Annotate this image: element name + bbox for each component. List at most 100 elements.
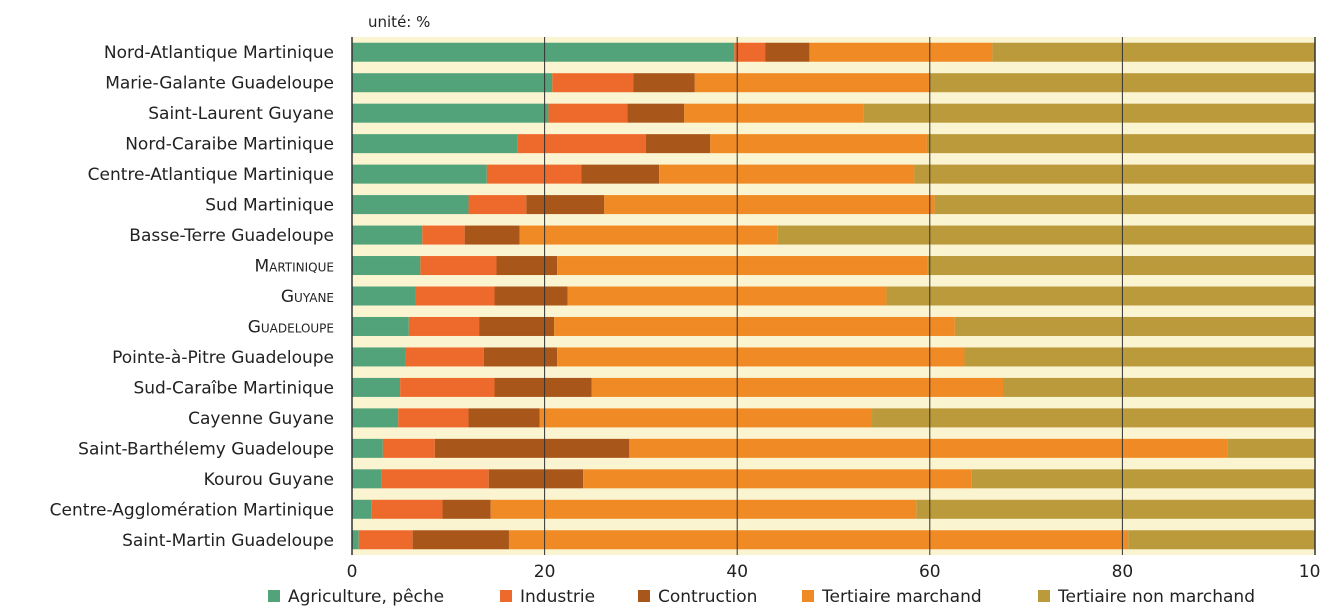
- bar-segment: [971, 469, 1315, 489]
- bar-segment: [352, 225, 423, 245]
- bar-segment: [539, 408, 873, 428]
- x-tick-labels: 0 20 40 60 80 100: [347, 562, 1320, 582]
- bar-segment: [415, 286, 495, 306]
- bar-segment: [405, 347, 484, 367]
- legend-swatch: [802, 590, 814, 602]
- bar-segment: [954, 316, 1315, 336]
- legend-label: Industrie: [520, 587, 595, 607]
- category-label: Guyane: [281, 287, 334, 307]
- bar-segment: [734, 42, 766, 62]
- bar-segment: [486, 164, 582, 184]
- bar-segment: [408, 316, 480, 336]
- legend-swatch: [638, 590, 650, 602]
- bar-segment: [557, 347, 965, 367]
- bar-segment: [508, 530, 1129, 550]
- bar-segment: [581, 164, 660, 184]
- bar-segment: [629, 438, 1228, 458]
- bar-segment: [886, 286, 1315, 306]
- bar-segment: [765, 42, 810, 62]
- category-label: Centre-Agglomération Martinique: [50, 500, 334, 520]
- x-tick-label: 60: [919, 562, 941, 582]
- bar-segment: [548, 103, 628, 123]
- legend-label: Tertiaire marchand: [821, 587, 982, 607]
- bar-segment: [352, 42, 735, 62]
- x-tick-label: 80: [1112, 562, 1134, 582]
- bar-segment: [591, 377, 1003, 397]
- category-label: Guadeloupe: [248, 317, 334, 337]
- bar-segment: [494, 286, 568, 306]
- bar-segment: [992, 42, 1315, 62]
- category-label: Sud-Caraîbe Martinique: [133, 378, 334, 398]
- bar-segment: [633, 73, 695, 93]
- bar-segment: [358, 530, 413, 550]
- legend-swatch: [500, 590, 512, 602]
- bar-segment: [1002, 377, 1315, 397]
- bar-segment: [381, 469, 489, 489]
- bar-segment: [872, 408, 1315, 428]
- bar-segment: [352, 286, 416, 306]
- bar-segment: [496, 256, 558, 276]
- bar-segment: [557, 256, 928, 276]
- bar-segment: [483, 347, 558, 367]
- bar-segment: [934, 195, 1315, 215]
- bar-segment: [554, 316, 955, 336]
- bar-segment: [710, 134, 927, 154]
- bar-segment: [552, 73, 634, 93]
- bar-segment: [352, 316, 409, 336]
- category-label: Nord-Caraibe Martinique: [125, 135, 334, 155]
- bar-segment: [420, 256, 497, 276]
- bar-segment: [809, 42, 993, 62]
- bar-segment: [526, 195, 605, 215]
- bar-segment: [434, 438, 630, 458]
- category-label: Saint-Barthélemy Guadeloupe: [78, 439, 334, 459]
- bar-segment: [352, 438, 383, 458]
- bar-segment: [1227, 438, 1315, 458]
- bar-segment: [352, 530, 359, 550]
- legend-swatch: [1038, 590, 1050, 602]
- bar-segment: [604, 195, 935, 215]
- bar-segment: [352, 347, 406, 367]
- bar-segment: [468, 408, 540, 428]
- bar-segment: [494, 377, 592, 397]
- legend-label: Agriculture, pêche: [288, 587, 444, 607]
- category-label: Kourou Guyane: [204, 470, 334, 490]
- bar-segment: [468, 195, 527, 215]
- bar-segment: [519, 225, 778, 245]
- bar-segment: [352, 408, 399, 428]
- category-label: Centre-Atlantique Martinique: [88, 165, 334, 185]
- bar-segment: [694, 73, 930, 93]
- category-label: Sud Martinique: [205, 196, 334, 216]
- bar-segment: [352, 195, 469, 215]
- bar-segment: [916, 499, 1315, 519]
- bar-segment: [926, 134, 1315, 154]
- category-label: Pointe-à-Pitre Guadeloupe: [112, 348, 334, 368]
- bar-segment: [352, 164, 487, 184]
- category-label: Cayenne Guyane: [188, 409, 334, 429]
- bar-segment: [490, 499, 917, 519]
- bar-segment: [479, 316, 555, 336]
- bar-segment: [645, 134, 711, 154]
- legend-label: Contruction: [658, 587, 757, 607]
- bar-segment: [442, 499, 491, 519]
- bar-segment: [352, 256, 421, 276]
- bar-segment: [567, 286, 887, 306]
- bar-segment: [400, 377, 495, 397]
- bar-segment: [382, 438, 435, 458]
- bar-segment: [352, 499, 372, 519]
- bar-segment: [517, 134, 646, 154]
- legend: Agriculture, pêche Industrie Contruction Te…: [268, 587, 1255, 607]
- bar-segment: [352, 377, 401, 397]
- bar-segment: [422, 225, 465, 245]
- bar-segment: [583, 469, 972, 489]
- bar-segment: [914, 164, 1315, 184]
- bar-segment: [777, 225, 1315, 245]
- bar-segment: [352, 134, 518, 154]
- legend-label: Tertiaire non marchand: [1057, 587, 1255, 607]
- x-tick-label: 40: [726, 562, 748, 582]
- category-labels: Nord-Atlantique Martinique Marie-Galante …: [50, 43, 334, 551]
- bar-segment: [927, 256, 1315, 276]
- category-label: Saint-Laurent Guyane: [148, 104, 334, 124]
- bar-segment: [863, 103, 1315, 123]
- bar-segment: [371, 499, 443, 519]
